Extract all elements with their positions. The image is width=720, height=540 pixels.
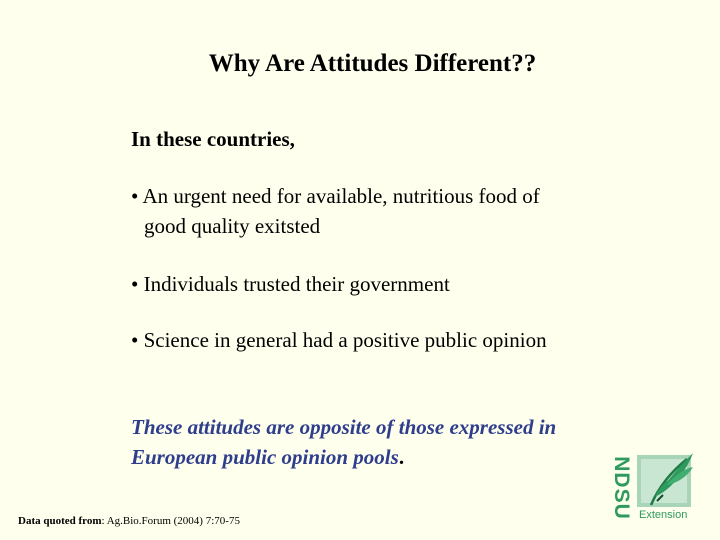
source-label: Data quoted from: [18, 515, 102, 527]
ndsu-logo-text: NDSU: [610, 456, 633, 520]
conclusion-text: These attitudes are opposite of those ex…: [131, 412, 556, 472]
conclusion-line-2: European public opinion pools: [131, 445, 399, 469]
bullet-line: • Individuals trusted their government: [131, 272, 450, 296]
source-reference: Ag.Bio.Forum (2004) 7:70-75: [106, 515, 240, 527]
slide-title: Why Are Attitudes Different??: [208, 50, 537, 77]
source-citation: Data quoted from: Ag.Bio.Forum (2004) 7:…: [18, 515, 240, 527]
bullet-line: • An urgent need for available, nutritio…: [131, 184, 540, 208]
bullet-line-continued: good quality exitsted: [144, 214, 321, 238]
extension-label: Extension: [639, 509, 688, 521]
conclusion-line-1: These attitudes are opposite of those ex…: [131, 415, 557, 439]
conclusion-period: .: [398, 445, 405, 469]
intro-text: In these countries,: [131, 127, 295, 151]
bullet-line: • Science in general had a positive publ…: [131, 328, 547, 352]
bullet-item-science: • Science in general had a positive publ…: [131, 325, 547, 355]
bullet-item-food: • An urgent need for available, nutritio…: [131, 181, 540, 241]
source-colon: :: [101, 515, 107, 527]
bullet-item-government: • Individuals trusted their government: [131, 269, 450, 299]
wheat-leaf-icon: [637, 453, 693, 507]
